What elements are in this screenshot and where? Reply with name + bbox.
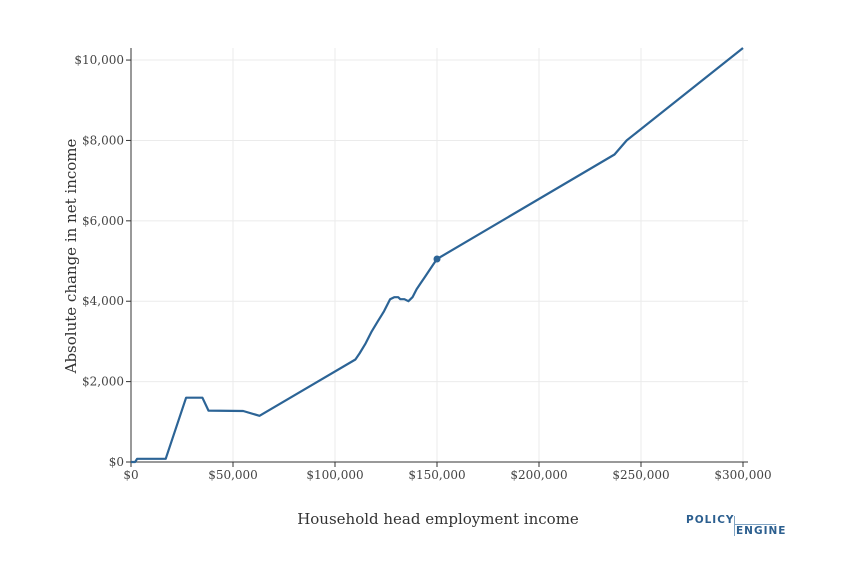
y-tick-label: $2,000	[82, 375, 124, 389]
y-tick-label: $10,000	[74, 53, 124, 67]
logo-rule-vertical	[734, 516, 735, 536]
y-axis-ticks: $0 $2,000 $4,000 $6,000 $8,000 $10,000	[74, 53, 131, 469]
x-axis-title: Household head employment income	[297, 510, 579, 528]
x-tick-label: $200,000	[510, 468, 567, 482]
logo-text-engine: ENGINE	[736, 525, 787, 537]
logo-rule-horizontal	[734, 524, 776, 525]
y-axis-title: Absolute change in net income	[62, 139, 80, 375]
grid	[131, 48, 748, 462]
x-tick-label: $300,000	[714, 468, 771, 482]
y-tick-label: $0	[109, 455, 124, 469]
x-tick-label: $50,000	[208, 468, 258, 482]
y-tick-label: $8,000	[82, 133, 124, 147]
x-tick-label: $150,000	[408, 468, 465, 482]
highlight-point	[433, 255, 441, 263]
policyengine-logo: POLICY ENGINE	[686, 514, 786, 540]
x-tick-label: $250,000	[612, 468, 669, 482]
x-tick-label: $100,000	[306, 468, 363, 482]
logo-text-policy: POLICY	[686, 514, 735, 526]
x-tick-label: $0	[123, 468, 138, 482]
x-axis-ticks: $0 $50,000 $100,000 $150,000 $200,000 $250,00…	[123, 462, 772, 482]
y-tick-label: $4,000	[82, 294, 124, 308]
series-line	[131, 47, 744, 464]
y-tick-label: $6,000	[82, 214, 124, 228]
